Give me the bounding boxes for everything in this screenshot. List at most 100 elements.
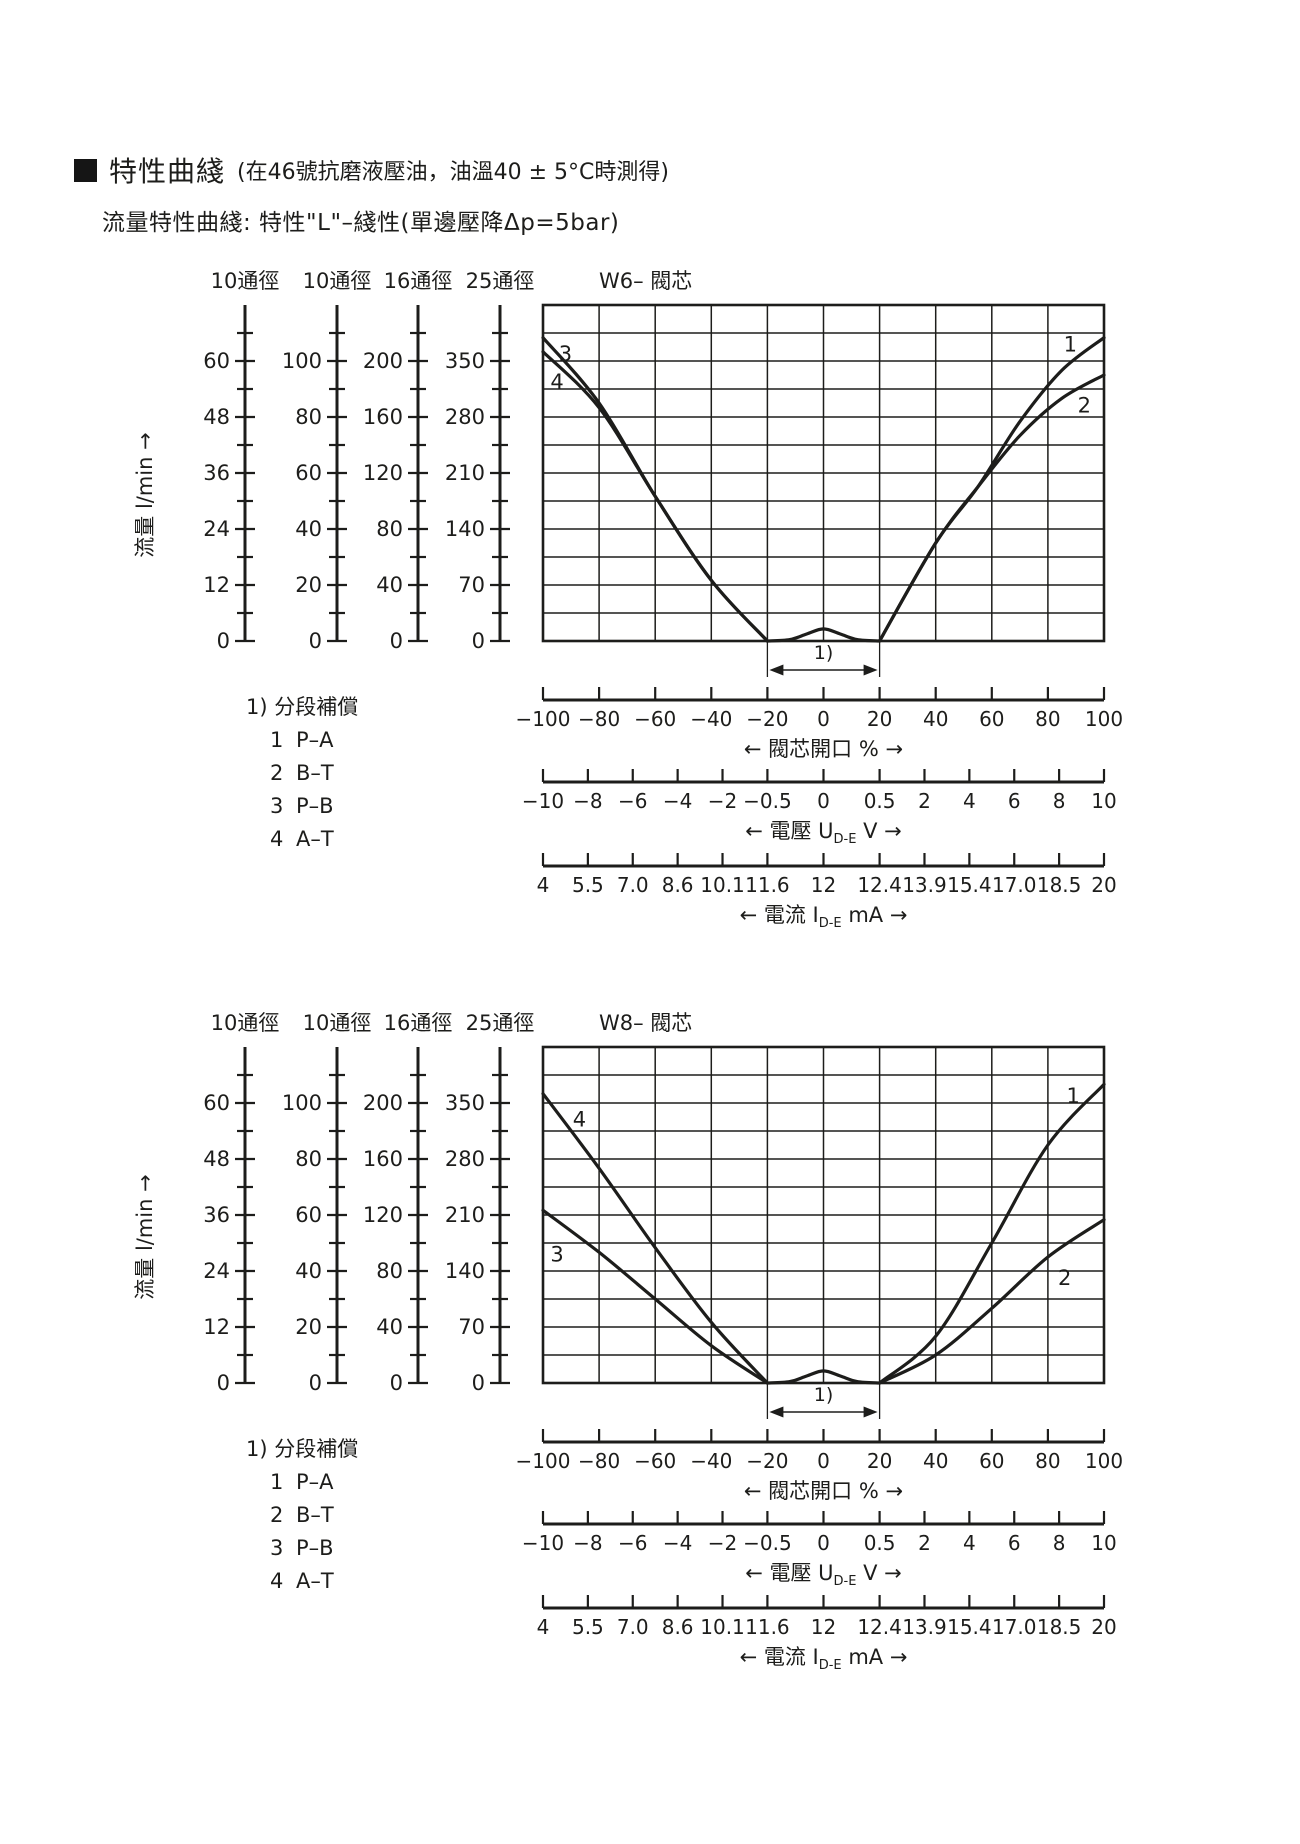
x-axis-tick-label: 60 bbox=[979, 1449, 1004, 1473]
deadband-arrowhead-right bbox=[863, 1406, 878, 1418]
x-axis-tick-label: 80 bbox=[1035, 707, 1060, 731]
x-axis-tick-label: −40 bbox=[690, 1449, 732, 1473]
legend-title: 1) 分段補償 bbox=[246, 695, 358, 719]
x-axis-tick-label: 12.4 bbox=[857, 1615, 902, 1639]
x-axis-tick-label: 6 bbox=[1008, 789, 1021, 813]
section-title-note: (在46號抗磨液壓油，油溫40 ± 5°C時測得) bbox=[237, 160, 669, 185]
x-axis-tick-label: −10 bbox=[522, 1531, 564, 1555]
y-scale-tick-label: 210 bbox=[445, 461, 485, 485]
x-axis-tick-label: 8.6 bbox=[662, 873, 694, 897]
x-axis-tick-label: 8 bbox=[1053, 789, 1066, 813]
x-axis-tick-label: 20 bbox=[867, 707, 892, 731]
x-axis-tick-label: 20 bbox=[867, 1449, 892, 1473]
y-scale-tick-label: 80 bbox=[376, 517, 403, 541]
y-scale-tick-label: 12 bbox=[203, 1315, 230, 1339]
x-axis-tick-label: 2 bbox=[918, 1531, 931, 1555]
x-axis-tick-label: 60 bbox=[979, 707, 1004, 731]
x-axis-tick-label: −20 bbox=[746, 1449, 788, 1473]
flow-axis-label: 流量 l/min → bbox=[133, 1174, 157, 1299]
curve-2 bbox=[878, 373, 1106, 643]
y-scale-tick-label: 280 bbox=[445, 405, 485, 429]
x-axis-tick-label: 12 bbox=[811, 1615, 836, 1639]
y-scale-header: 10通徑 bbox=[303, 1011, 372, 1035]
curve-3 bbox=[541, 1208, 769, 1385]
curve-label-2: 2 bbox=[1078, 393, 1091, 417]
x-axis-tick-label: −0.5 bbox=[743, 1531, 792, 1555]
x-axis-tick-label: 12 bbox=[811, 873, 836, 897]
curve-label-2: 2 bbox=[1058, 1266, 1071, 1290]
deadband-label: 1) bbox=[814, 642, 834, 664]
legend-item: 3 P–B bbox=[270, 794, 334, 818]
x-axis-tick-label: 13.9 bbox=[902, 1615, 947, 1639]
y-scale-tick-label: 120 bbox=[363, 461, 403, 485]
legend-item: 4 A–T bbox=[270, 827, 334, 851]
legend-item: 3 P–B bbox=[270, 1536, 334, 1560]
x-axis-tick-label: 0 bbox=[817, 1531, 830, 1555]
x-axis-tick-label: 8 bbox=[1053, 1531, 1066, 1555]
y-scale-tick-label: 0 bbox=[309, 1371, 322, 1395]
y-scale-tick-label: 60 bbox=[203, 349, 230, 373]
section-marker-icon bbox=[74, 158, 97, 182]
legend-item: 4 A–T bbox=[270, 1569, 334, 1593]
y-scale-tick-label: 140 bbox=[445, 517, 485, 541]
curve-label-4: 4 bbox=[550, 370, 563, 394]
y-scale-tick-label: 0 bbox=[309, 629, 322, 653]
legend-item: 2 B–T bbox=[270, 761, 334, 785]
curve-label-1: 1 bbox=[1066, 1084, 1079, 1108]
y-scale-tick-label: 40 bbox=[376, 573, 403, 597]
x-axis-tick-label: 8.6 bbox=[662, 1615, 694, 1639]
curve-4 bbox=[541, 350, 769, 643]
y-scale-tick-label: 48 bbox=[203, 405, 230, 429]
y-scale-header: 10通徑 bbox=[303, 269, 372, 293]
legend-item: 1 P–A bbox=[270, 1470, 334, 1494]
y-scale-tick-label: 60 bbox=[295, 461, 322, 485]
x-axis-tick-label: −0.5 bbox=[743, 789, 792, 813]
y-scale-tick-label: 140 bbox=[445, 1259, 485, 1283]
deadband-label: 1) bbox=[814, 1384, 834, 1406]
x-axis-tick-label: 13.9 bbox=[902, 873, 947, 897]
page-subtitle: 流量特性曲綫: 特性"L"–綫性(單邊壓降Δp=5bar) bbox=[102, 210, 620, 236]
x-axis-tick-label: 11.6 bbox=[745, 873, 790, 897]
x-axis-tick-label: 4 bbox=[537, 873, 550, 897]
x-axis-tick-label: 100 bbox=[1085, 707, 1123, 731]
y-scale-header: 25通徑 bbox=[466, 1011, 535, 1035]
curve-label-3: 3 bbox=[559, 342, 572, 366]
x-axis-tick-label: 40 bbox=[923, 1449, 948, 1473]
deadband-arrowhead-right bbox=[863, 664, 878, 676]
curve-deadband-bump bbox=[765, 1369, 882, 1385]
x-axis-tick-label: 0 bbox=[817, 707, 830, 731]
x-axis-tick-label: 2 bbox=[918, 789, 931, 813]
y-scale-tick-label: 12 bbox=[203, 573, 230, 597]
y-scale-tick-label: 210 bbox=[445, 1203, 485, 1227]
x-axis-tick-label: 18.5 bbox=[1037, 1615, 1082, 1639]
y-scale-tick-label: 70 bbox=[458, 1315, 485, 1339]
x-axis-caption-spool-opening: ← 閥芯開口 % → bbox=[744, 1479, 903, 1503]
flow-axis-label: 流量 l/min → bbox=[133, 432, 157, 557]
y-scale-tick-label: 24 bbox=[203, 1259, 230, 1283]
y-scale-tick-label: 36 bbox=[203, 461, 230, 485]
x-axis-tick-label: −2 bbox=[708, 789, 737, 813]
chart-title: W6– 閥芯 bbox=[599, 269, 692, 293]
x-axis-tick-label: 18.5 bbox=[1037, 873, 1082, 897]
x-axis-tick-label: −4 bbox=[663, 789, 692, 813]
x-axis-tick-label: −80 bbox=[578, 1449, 620, 1473]
x-axis-tick-label: 20 bbox=[1091, 1615, 1116, 1639]
legend-title: 1) 分段補償 bbox=[246, 1437, 358, 1461]
x-axis-tick-label: 10.1 bbox=[700, 1615, 745, 1639]
x-axis-tick-label: 0.5 bbox=[864, 789, 896, 813]
y-scale-tick-label: 350 bbox=[445, 1091, 485, 1115]
y-scale-tick-label: 200 bbox=[363, 349, 403, 373]
y-scale-tick-label: 120 bbox=[363, 1203, 403, 1227]
x-axis-tick-label: −100 bbox=[516, 1449, 571, 1473]
x-axis-tick-label: −2 bbox=[708, 1531, 737, 1555]
x-axis-tick-label: 20 bbox=[1091, 873, 1116, 897]
legend-item: 1 P–A bbox=[270, 728, 334, 752]
x-axis-tick-label: 100 bbox=[1085, 1449, 1123, 1473]
x-axis-tick-label: −60 bbox=[634, 707, 676, 731]
x-axis-tick-label: −8 bbox=[573, 789, 602, 813]
x-axis-tick-label: 5.5 bbox=[572, 1615, 604, 1639]
y-scale-header: 25通徑 bbox=[466, 269, 535, 293]
x-axis-tick-label: −10 bbox=[522, 789, 564, 813]
x-axis-caption-current: ← 電流 ID-E mA → bbox=[740, 1645, 908, 1673]
y-scale-tick-label: 80 bbox=[295, 405, 322, 429]
